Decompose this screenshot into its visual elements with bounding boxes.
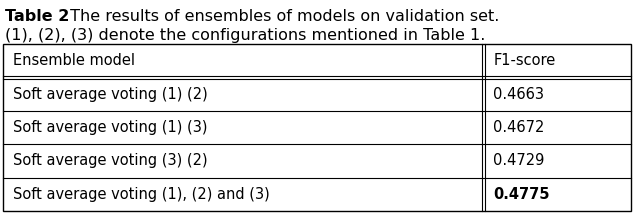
Text: Soft average voting (1) (2): Soft average voting (1) (2) xyxy=(13,87,208,102)
Text: (1), (2), (3) denote the configurations mentioned in Table 1.: (1), (2), (3) denote the configurations … xyxy=(5,28,486,43)
Text: Soft average voting (1), (2) and (3): Soft average voting (1), (2) and (3) xyxy=(13,187,269,202)
Text: 0.4729: 0.4729 xyxy=(493,153,545,168)
Text: 0.4663: 0.4663 xyxy=(493,87,545,102)
Text: 0.4672: 0.4672 xyxy=(493,120,545,135)
Text: Soft average voting (1) (3): Soft average voting (1) (3) xyxy=(13,120,207,135)
Bar xyxy=(3,44,631,211)
Text: F1-score: F1-score xyxy=(493,53,555,68)
Text: Ensemble model: Ensemble model xyxy=(13,53,135,68)
Text: Table 2: Table 2 xyxy=(5,9,69,24)
Text: The results of ensembles of models on validation set.: The results of ensembles of models on va… xyxy=(65,9,500,24)
Text: 0.4775: 0.4775 xyxy=(493,187,550,202)
Text: Soft average voting (3) (2): Soft average voting (3) (2) xyxy=(13,153,207,168)
